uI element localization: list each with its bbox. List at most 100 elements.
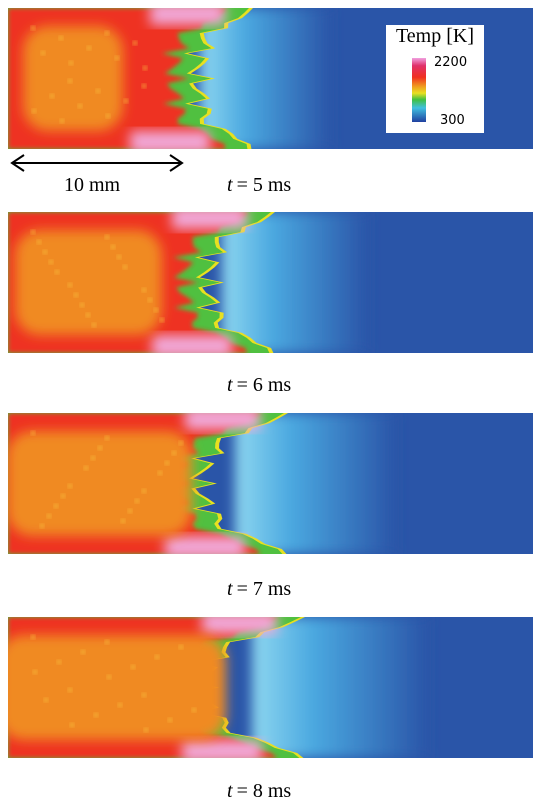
caption: t= 6 ms bbox=[227, 374, 291, 396]
hot-spot bbox=[105, 640, 109, 644]
hot-spot bbox=[124, 99, 128, 103]
hot-spot bbox=[143, 66, 147, 70]
hot-spot bbox=[49, 260, 53, 264]
hot-spot bbox=[121, 519, 125, 523]
hot-spot bbox=[160, 318, 164, 322]
hot-spot bbox=[133, 41, 137, 45]
caption-time: = 6 ms bbox=[237, 374, 292, 396]
figure: Temp [K] 2200 300 10 mm t= 5 mst= 6 mst=… bbox=[0, 0, 534, 802]
caption-var: t bbox=[227, 780, 233, 802]
hot-spot bbox=[128, 509, 132, 513]
hot-spot bbox=[115, 56, 119, 60]
hot-spot bbox=[148, 298, 152, 302]
snapshot bbox=[7, 408, 533, 558]
hot-spot bbox=[111, 245, 115, 249]
hot-spot bbox=[165, 461, 169, 465]
snapshot bbox=[0, 612, 533, 762]
hot-spot bbox=[61, 494, 65, 498]
colorbar-title: Temp [K] bbox=[396, 25, 474, 47]
hot-spot bbox=[172, 451, 176, 455]
hot-spot bbox=[84, 466, 88, 470]
hot-spot bbox=[142, 84, 146, 88]
caption-var: t bbox=[227, 174, 233, 196]
hot-spot bbox=[43, 250, 47, 254]
hot-spot bbox=[32, 109, 36, 113]
hot-spot bbox=[50, 94, 54, 98]
hot-bottom bbox=[182, 740, 262, 762]
hot-spot bbox=[33, 670, 37, 674]
hot-spot bbox=[142, 693, 146, 697]
preheat-zone bbox=[252, 617, 427, 758]
hot-top bbox=[172, 207, 247, 229]
hot-spot bbox=[54, 504, 58, 508]
hot-spot bbox=[91, 456, 95, 460]
hot-top bbox=[202, 612, 277, 634]
hot-spot bbox=[41, 51, 45, 55]
hot-spot bbox=[68, 283, 72, 287]
preheat-zone bbox=[235, 413, 395, 554]
hot-spot bbox=[31, 635, 35, 639]
hot-spot bbox=[179, 645, 183, 649]
caption: t= 8 ms bbox=[227, 780, 291, 802]
hot-spot bbox=[31, 431, 35, 435]
snapshot-content bbox=[7, 408, 533, 558]
snapshot-content bbox=[0, 612, 533, 762]
hot-spot bbox=[94, 713, 98, 717]
hot-top bbox=[185, 408, 260, 430]
colorbar-min: 300 bbox=[440, 113, 465, 128]
hot-bottom bbox=[152, 335, 232, 357]
hot-spot bbox=[123, 265, 127, 269]
hot-spot bbox=[154, 308, 158, 312]
hot-spot bbox=[68, 688, 72, 692]
hot-spot bbox=[60, 119, 64, 123]
hot-spot bbox=[47, 514, 51, 518]
core bbox=[15, 230, 162, 335]
hot-spot bbox=[68, 79, 72, 83]
hot-spot bbox=[70, 723, 74, 727]
hot-spot bbox=[107, 675, 111, 679]
hot-spot bbox=[31, 26, 35, 30]
hot-spot bbox=[68, 484, 72, 488]
hot-spot bbox=[105, 31, 109, 35]
hot-spot bbox=[98, 446, 102, 450]
hot-spot bbox=[59, 36, 63, 40]
hot-spot bbox=[74, 293, 78, 297]
hot-spot bbox=[92, 323, 96, 327]
hot-spot bbox=[96, 89, 100, 93]
hot-spot bbox=[40, 524, 44, 528]
hot-spot bbox=[118, 703, 122, 707]
hot-spot bbox=[155, 655, 159, 659]
hot-spot bbox=[69, 61, 73, 65]
scale-label: 10 mm bbox=[64, 174, 121, 196]
hot-spot bbox=[81, 650, 85, 654]
scale-bar: 10 mm bbox=[12, 155, 182, 196]
hot-spot bbox=[168, 718, 172, 722]
snapshot bbox=[8, 207, 533, 357]
colorbar bbox=[412, 58, 426, 122]
hot-spot bbox=[135, 499, 139, 503]
hot-spot bbox=[31, 230, 35, 234]
hot-spot bbox=[142, 489, 146, 493]
hot-spot bbox=[117, 255, 121, 259]
hot-spot bbox=[144, 728, 148, 732]
caption-time: = 8 ms bbox=[237, 780, 292, 802]
hot-spot bbox=[44, 698, 48, 702]
hot-spot bbox=[179, 441, 183, 445]
hot-spot bbox=[192, 708, 196, 712]
hot-spot bbox=[158, 471, 162, 475]
caption-time: = 7 ms bbox=[237, 578, 292, 600]
colorbar-legend: Temp [K] 2200 300 bbox=[386, 25, 484, 133]
hot-spot bbox=[142, 288, 146, 292]
hot-spot bbox=[80, 303, 84, 307]
preheat-zone bbox=[222, 212, 367, 353]
caption: t= 5 ms bbox=[227, 174, 291, 196]
hot-bottom bbox=[165, 536, 245, 558]
core bbox=[0, 635, 226, 740]
hot-spot bbox=[106, 114, 110, 118]
hot-spot bbox=[37, 240, 41, 244]
hot-spot bbox=[57, 660, 61, 664]
hot-spot bbox=[131, 665, 135, 669]
hot-spot bbox=[105, 436, 109, 440]
caption: t= 7 ms bbox=[227, 578, 291, 600]
caption-var: t bbox=[227, 578, 233, 600]
